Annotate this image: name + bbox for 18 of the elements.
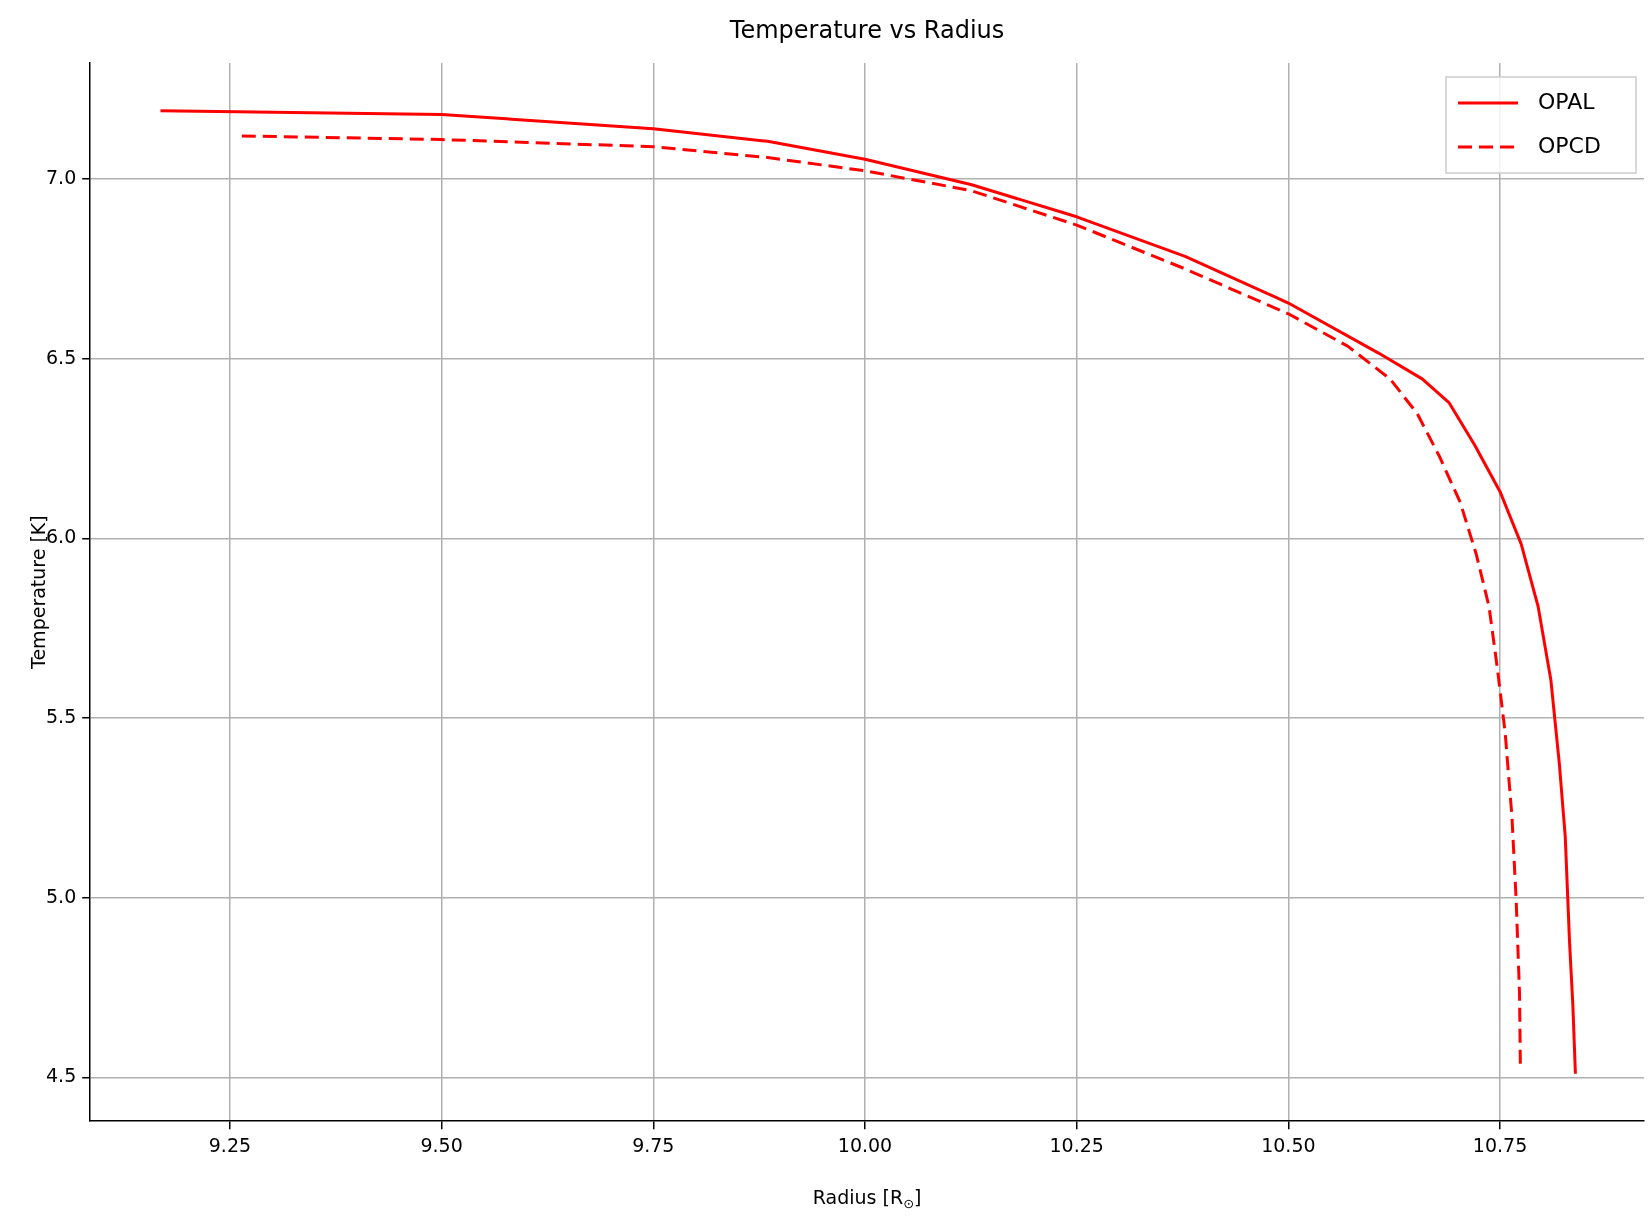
legend-label: OPCD	[1538, 132, 1601, 158]
y-tick-label: 5.0	[46, 884, 77, 907]
y-tick-label: 6.5	[46, 345, 77, 368]
x-tick-label: 9.75	[632, 1133, 675, 1156]
x-tick-label: 10.25	[1049, 1133, 1104, 1156]
y-tick-label: 6.0	[46, 525, 77, 548]
x-axis-title: Radius [R⊙]	[812, 1186, 922, 1212]
x-tick-label: 10.50	[1261, 1133, 1316, 1156]
x-tick-label: 10.75	[1472, 1133, 1528, 1156]
y-tick-label: 7.0	[46, 166, 77, 188]
chart-title: Temperature vs Radius	[728, 16, 1005, 45]
legend-label: OPAL	[1538, 88, 1596, 114]
x-tick-label: 9.25	[208, 1133, 252, 1156]
y-tick-label: 5.5	[46, 704, 77, 727]
y-tick-label: 4.5	[46, 1064, 77, 1087]
y-axis-title: Temperature [K]	[26, 515, 49, 670]
x-tick-label: 10.00	[837, 1133, 893, 1156]
x-tick-label: 9.50	[420, 1133, 463, 1156]
